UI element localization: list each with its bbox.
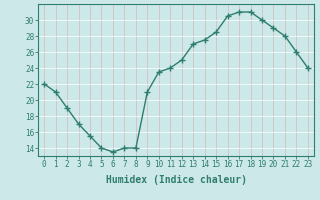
X-axis label: Humidex (Indice chaleur): Humidex (Indice chaleur) [106,175,246,185]
